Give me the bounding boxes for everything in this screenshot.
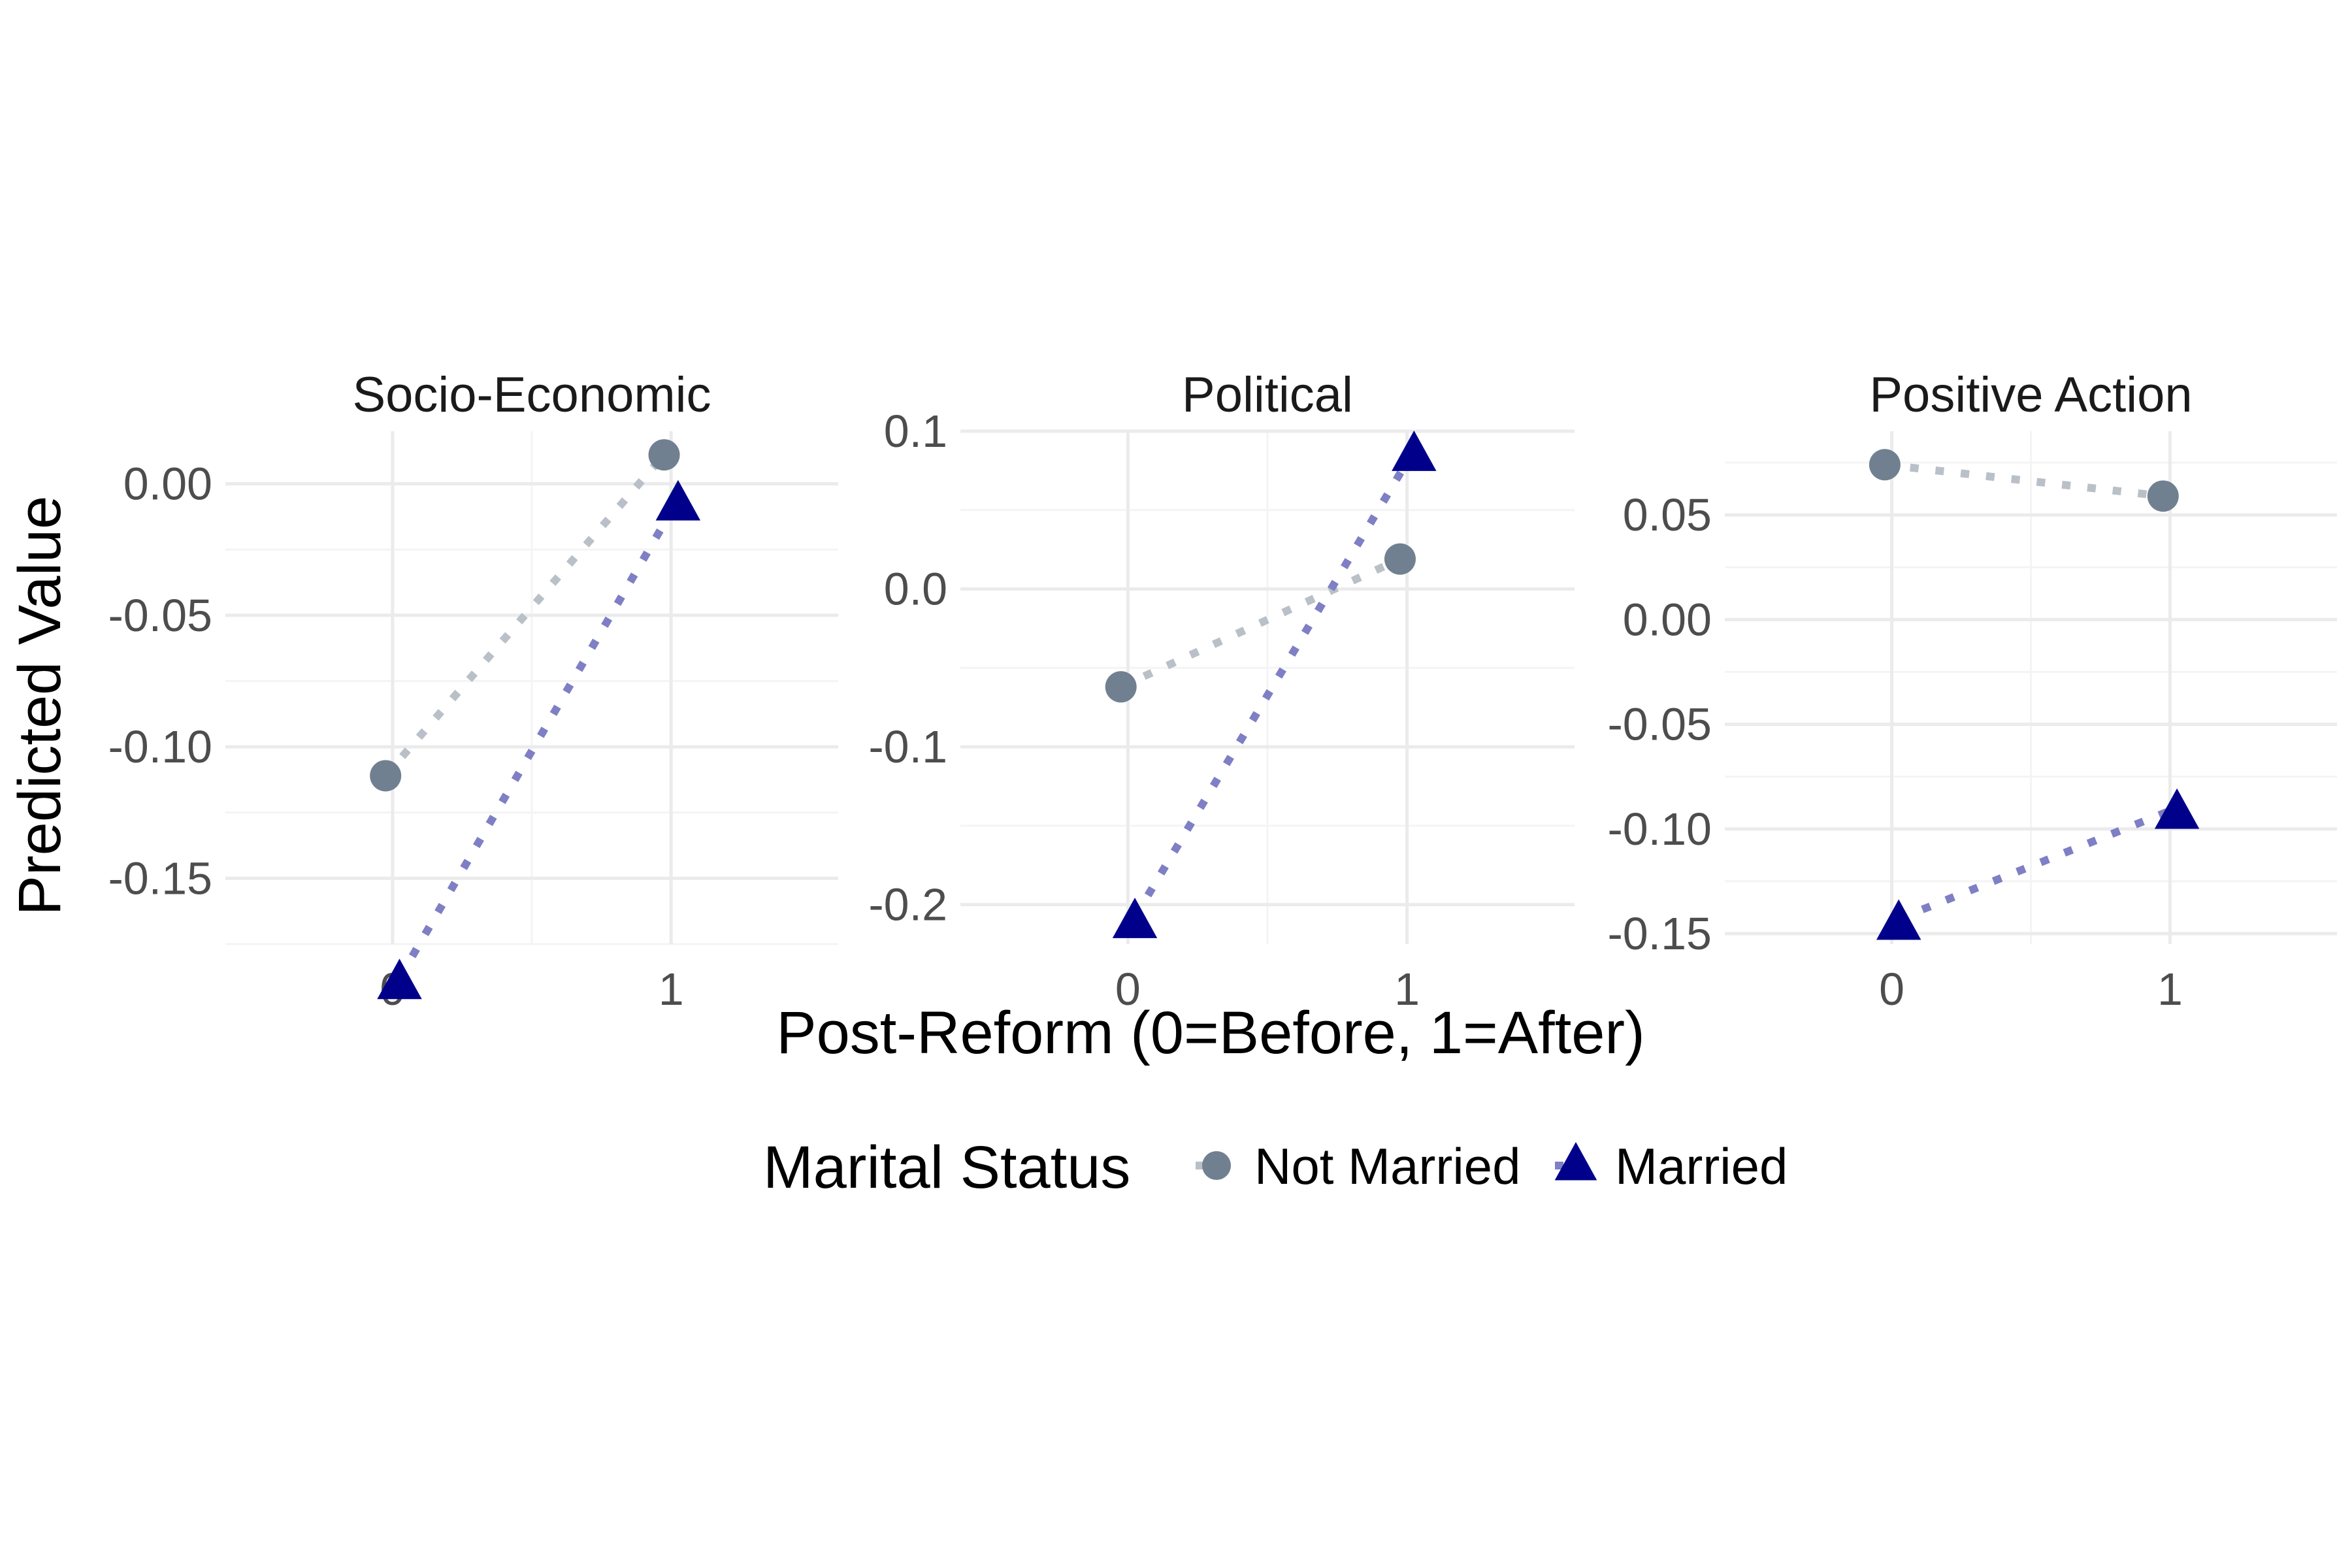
point-not-married — [1869, 449, 1901, 481]
legend-key-marker — [1554, 1142, 1597, 1181]
legend-key-not-married — [1196, 1151, 1231, 1180]
panel-title: Political — [1182, 367, 1353, 423]
point-married — [377, 958, 422, 1000]
chart-panels: 0.00-0.05-0.10-0.1501Socio-Economic0.10.… — [108, 367, 2337, 1015]
y-tick-label: -0.2 — [868, 879, 947, 930]
x-axis-title: Post-Reform (0=Before, 1=After) — [776, 1000, 1644, 1066]
y-tick-label: -0.10 — [1607, 804, 1712, 855]
y-tick-label: -0.15 — [1607, 908, 1712, 959]
y-tick-label: -0.05 — [108, 590, 212, 641]
y-tick-label: -0.10 — [108, 721, 212, 772]
y-tick-label: 0.0 — [884, 564, 947, 615]
x-tick-label: 0 — [1879, 964, 1904, 1015]
legend-title: Marital Status — [763, 1134, 1130, 1201]
y-tick-label: 0.00 — [1623, 594, 1712, 645]
y-tick-label: 0.00 — [123, 459, 212, 510]
panel-title: Socio-Economic — [352, 367, 711, 423]
legend-key-married — [1554, 1142, 1597, 1181]
point-not-married — [370, 760, 402, 792]
y-axis-title: Predicted Value — [7, 496, 73, 916]
series-line-married — [1131, 448, 1418, 920]
legend-label-married: Married — [1615, 1137, 1788, 1195]
x-tick-label: 1 — [2157, 964, 2183, 1015]
y-tick-label: 0.05 — [1623, 489, 1712, 540]
legend-label-not-married: Not Married — [1254, 1137, 1520, 1195]
point-not-married — [1105, 671, 1137, 703]
x-tick-label: 1 — [659, 964, 684, 1015]
point-married — [1392, 430, 1437, 471]
panel-1: 0.1 0.0 -0.1 -0.2 0 1 Political — [868, 367, 1575, 1015]
series-line-not-married — [1884, 461, 2164, 500]
x-tick-label: 1 — [1394, 964, 1420, 1015]
y-tick-label: -0.1 — [868, 721, 947, 772]
panel-title: Positive Action — [1869, 367, 2192, 423]
legend: Marital Status Not Married Married — [763, 1134, 1788, 1201]
point-married — [1112, 897, 1158, 938]
y-tick-label: -0.15 — [108, 853, 212, 904]
y-tick-label: 0.1 — [884, 406, 947, 457]
panel-2: 0.05 0.00 -0.05 -0.10 -0.15 0 1 Positive Action — [1607, 367, 2337, 1015]
x-tick-label: 0 — [1115, 964, 1141, 1015]
panel-0: 0.00-0.05-0.10-0.1501Socio-Economic — [108, 367, 838, 1015]
point-not-married — [2147, 480, 2179, 512]
point-not-married — [648, 439, 680, 471]
point-not-married — [1384, 543, 1416, 575]
point-married — [655, 480, 701, 521]
series-line-married — [396, 497, 682, 981]
series-line-married — [1897, 804, 2179, 923]
point-married — [1876, 899, 1921, 940]
point-married — [2154, 788, 2200, 829]
legend-key-marker — [1202, 1151, 1231, 1180]
y-tick-label: -0.05 — [1607, 699, 1712, 750]
series-line-not-married — [1119, 555, 1402, 691]
